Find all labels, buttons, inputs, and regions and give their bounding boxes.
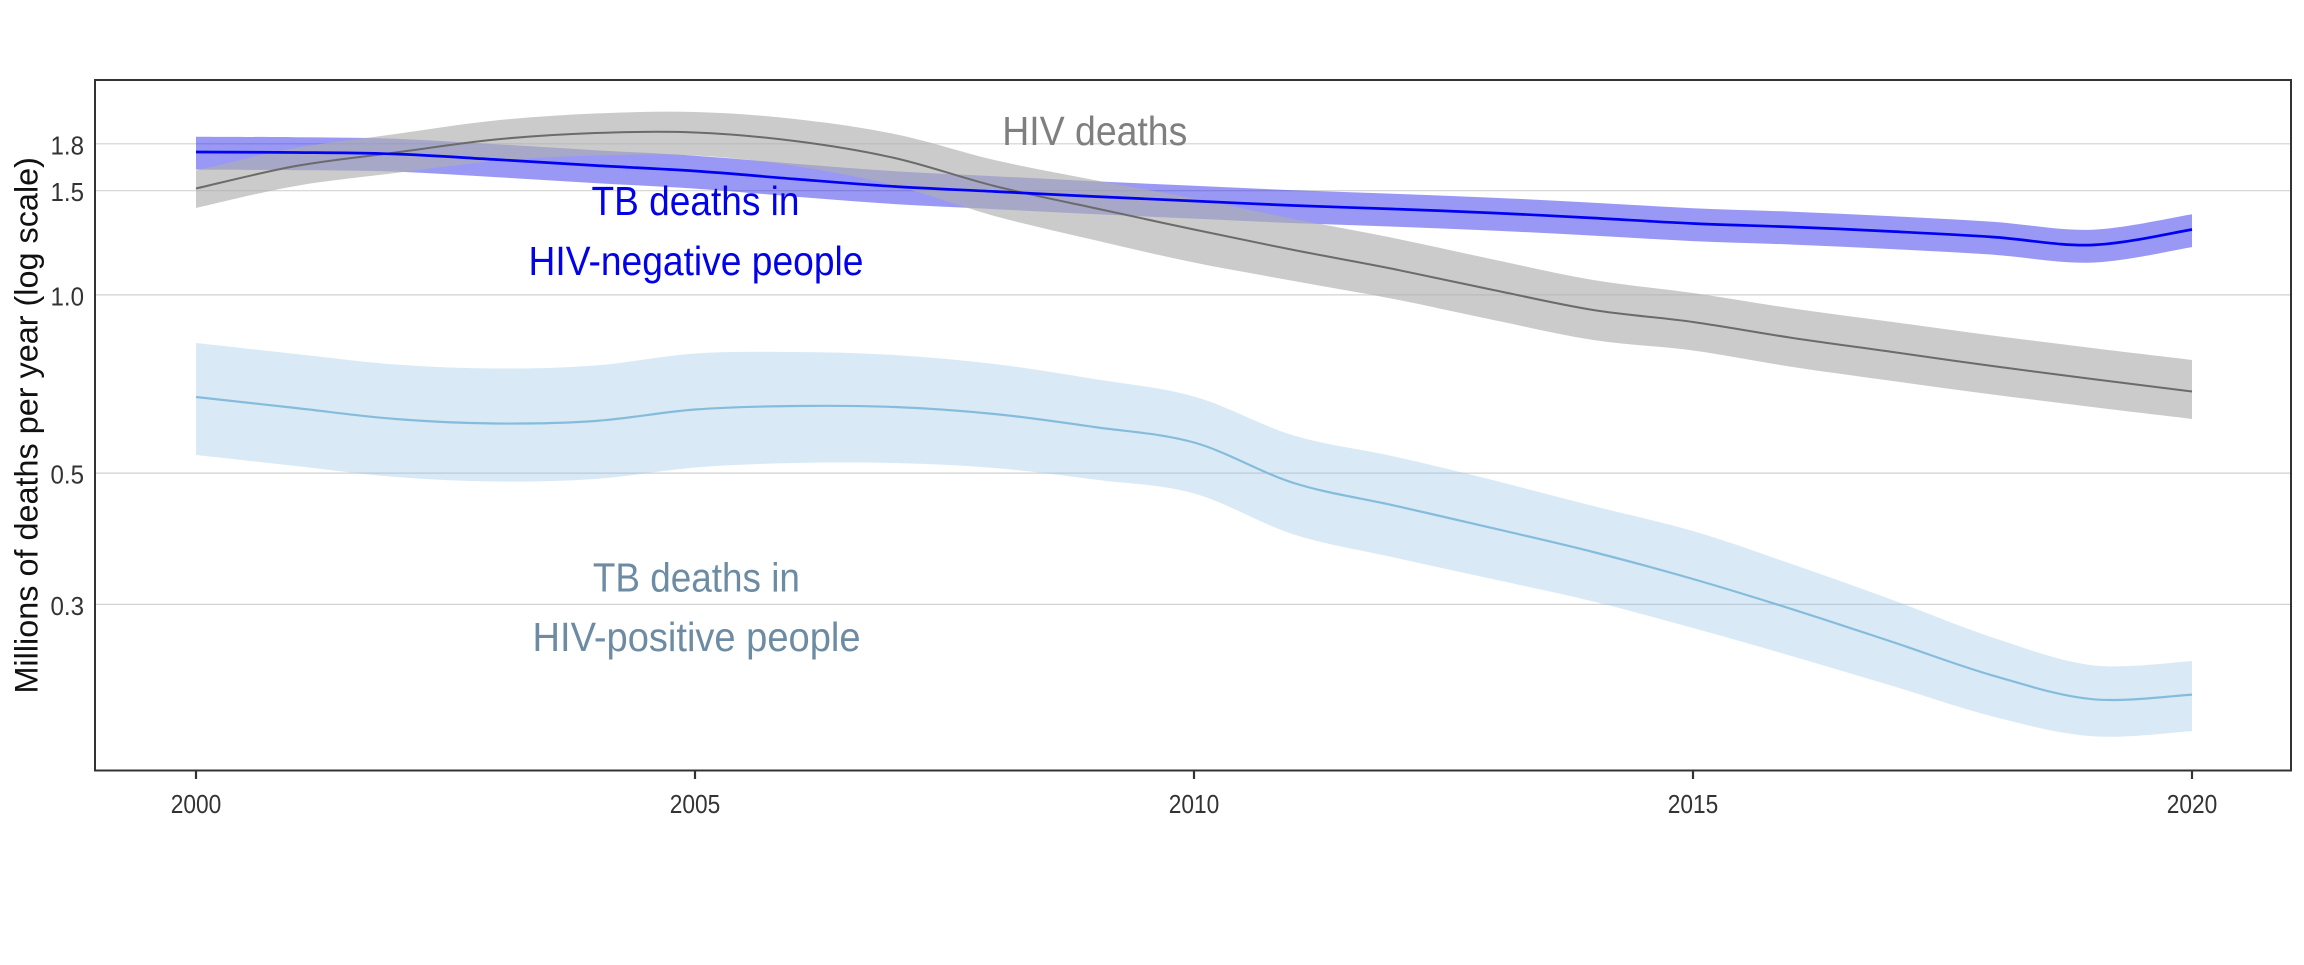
svg-text:0.3: 0.3 [51, 591, 85, 621]
svg-text:2005: 2005 [670, 789, 721, 819]
svg-text:1.8: 1.8 [51, 130, 85, 160]
svg-text:1.0: 1.0 [51, 281, 85, 311]
svg-text:HIV deaths: HIV deaths [1002, 108, 1187, 154]
svg-text:TB deaths in: TB deaths in [593, 555, 800, 601]
svg-text:0.5: 0.5 [51, 460, 85, 490]
svg-text:Millions of deaths per year (l: Millions of deaths per year (log scale) [9, 157, 45, 694]
svg-text:2010: 2010 [1169, 789, 1220, 819]
svg-text:1.5: 1.5 [51, 177, 85, 207]
svg-text:HIV-negative people: HIV-negative people [529, 238, 864, 284]
svg-text:HIV-positive people: HIV-positive people [533, 614, 861, 660]
svg-text:2015: 2015 [1668, 789, 1719, 819]
svg-text:TB deaths in: TB deaths in [592, 178, 800, 224]
svg-text:2020: 2020 [2167, 789, 2218, 819]
svg-text:2000: 2000 [171, 789, 222, 819]
